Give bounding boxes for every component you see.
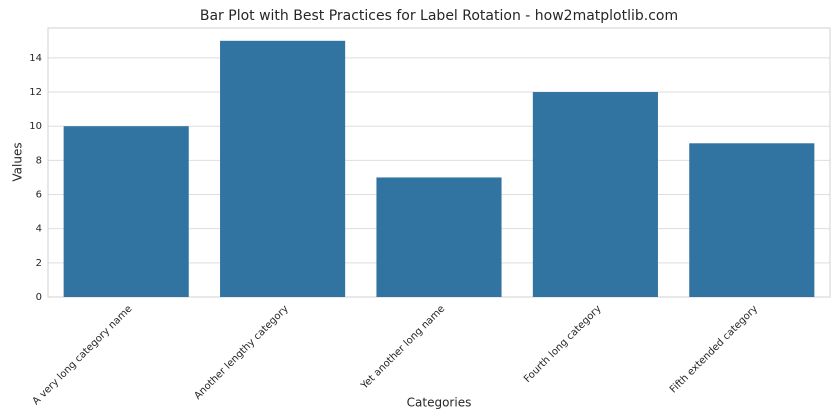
y-tick-label: 8 <box>36 155 42 166</box>
y-tick-label: 4 <box>36 224 42 235</box>
x-tick-label: A very long category name <box>31 303 135 407</box>
bar <box>376 177 502 297</box>
y-axis-label: Values <box>11 142 25 181</box>
bar <box>532 92 658 297</box>
y-tick-label: 2 <box>36 258 42 269</box>
x-axis-label: Categories <box>407 396 472 410</box>
x-tick-label: Fourth long category <box>522 303 604 385</box>
bar <box>689 143 815 297</box>
bar <box>63 126 189 297</box>
x-tick-label: Yet another long name <box>359 303 448 392</box>
y-tick-label: 10 <box>29 121 42 132</box>
y-tick-label: 6 <box>36 190 42 201</box>
y-tick-label: 14 <box>29 53 42 64</box>
y-tick-label: 0 <box>36 292 42 303</box>
y-tick-label: 12 <box>29 87 42 98</box>
x-tick-label: Fifth extended category <box>668 303 760 395</box>
x-tick-label: Another lengthy category <box>192 303 290 401</box>
chart-title: Bar Plot with Best Practices for Label R… <box>200 8 678 24</box>
bar <box>220 40 346 298</box>
